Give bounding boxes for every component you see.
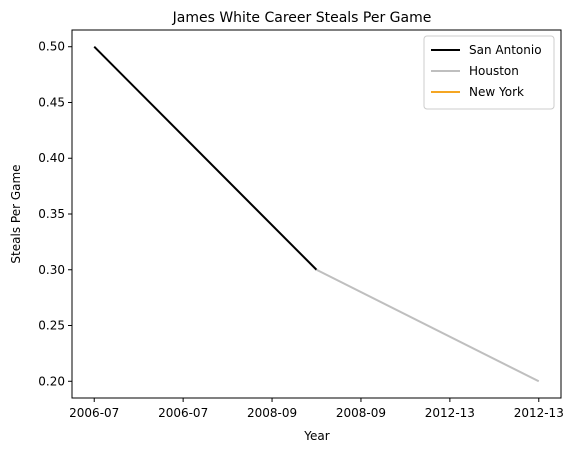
series-layer xyxy=(93,46,540,383)
x-tick-label: 2008-09 xyxy=(247,406,297,420)
x-tick-label: 2006-07 xyxy=(158,406,208,420)
x-axis: 2006-07 2006-07 2008-09 2008-09 2012-13 2012-… xyxy=(69,398,564,420)
chart-title: James White Career Steals Per Game xyxy=(172,10,432,26)
y-tick-label: 0.40 xyxy=(38,151,65,165)
y-tick-label: 0.20 xyxy=(38,374,65,388)
y-tick-label: 0.35 xyxy=(38,207,65,221)
legend-label: San Antonio xyxy=(469,43,542,57)
y-axis: 0.20 0.25 0.30 0.35 0.40 0.45 0.50 xyxy=(38,40,72,388)
legend-label: Houston xyxy=(469,64,519,78)
series-line-0 xyxy=(93,46,318,271)
x-tick-label: 2012-13 xyxy=(514,406,564,420)
y-tick-label: 0.45 xyxy=(38,95,65,109)
legend: San Antonio Houston New York xyxy=(423,35,555,110)
y-tick-label: 0.50 xyxy=(38,40,65,54)
x-axis-label: Year xyxy=(303,429,329,443)
y-axis-label: Steals Per Game xyxy=(9,164,23,263)
legend-label: New York xyxy=(469,85,524,99)
y-tick-label: 0.30 xyxy=(38,263,65,277)
x-tick-label: 2008-09 xyxy=(336,406,386,420)
x-tick-label: 2012-13 xyxy=(425,406,475,420)
x-tick-label: 2006-07 xyxy=(69,406,119,420)
series-line-1 xyxy=(316,268,540,383)
legend-box xyxy=(423,35,555,110)
y-tick-label: 0.25 xyxy=(38,319,65,333)
